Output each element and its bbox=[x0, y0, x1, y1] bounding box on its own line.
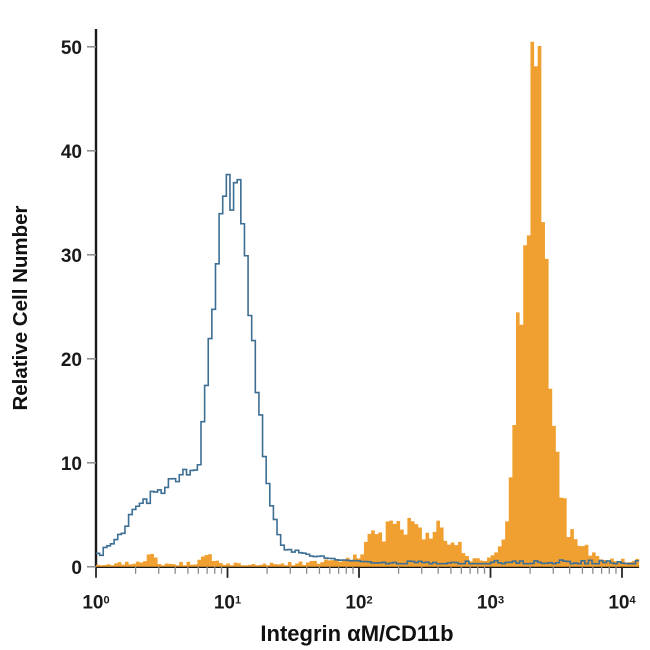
svg-text:Integrin αM/CD11b: Integrin αM/CD11b bbox=[260, 621, 453, 646]
svg-text:103: 103 bbox=[477, 593, 504, 614]
svg-text:101: 101 bbox=[214, 593, 241, 614]
svg-text:40: 40 bbox=[61, 142, 82, 163]
svg-text:10: 10 bbox=[61, 454, 82, 475]
svg-text:0: 0 bbox=[71, 558, 82, 579]
svg-text:104: 104 bbox=[608, 593, 636, 614]
svg-text:100: 100 bbox=[82, 593, 109, 614]
svg-text:102: 102 bbox=[345, 593, 372, 614]
svg-text:20: 20 bbox=[61, 350, 82, 371]
svg-text:50: 50 bbox=[61, 38, 82, 59]
svg-text:30: 30 bbox=[61, 246, 82, 267]
svg-text:Relative Cell Number: Relative Cell Number bbox=[9, 205, 32, 410]
